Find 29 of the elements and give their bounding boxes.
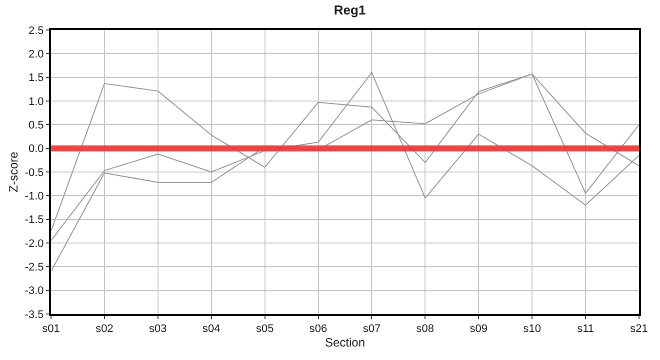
x-tick-label: s08	[416, 323, 434, 336]
x-tick-label: s06	[309, 323, 328, 336]
y-tick-label: -0.5	[24, 166, 44, 179]
y-tick-label: -3.5	[24, 308, 44, 321]
x-tick-label: s07	[362, 323, 381, 336]
y-axis-title: Z-score	[6, 151, 21, 192]
y-tick-label: -1.0	[24, 190, 44, 203]
y-tick-label: -2.5	[24, 262, 44, 274]
y-tick-label: 0.5	[28, 120, 44, 132]
chart-title: Reg1	[334, 2, 366, 18]
y-tick-label: 2.0	[28, 48, 44, 61]
y-tick-label: 1.0	[28, 96, 44, 108]
x-tick-label: s02	[96, 323, 114, 336]
x-tick-label: s03	[149, 323, 167, 336]
x-tick-label: s01	[42, 323, 60, 336]
y-tick-label: -3.0	[24, 285, 44, 298]
x-tick-label: s10	[523, 323, 541, 336]
x-tick-label: s04	[202, 323, 220, 336]
x-axis-title: Section	[324, 336, 366, 350]
y-tick-label: 0.0	[28, 143, 44, 156]
x-tick-label: s05	[256, 323, 274, 336]
y-tick-label: 1.5	[28, 72, 44, 84]
x-tick-label: s09	[470, 323, 488, 336]
y-tick-label: 2.5	[28, 24, 44, 37]
y-tick-label: -1.5	[24, 214, 44, 226]
x-tick-label: s21	[630, 323, 648, 336]
x-tick-label: s11	[577, 323, 594, 336]
line-series	[51, 74, 639, 272]
y-tick-label: -2.0	[24, 238, 44, 250]
